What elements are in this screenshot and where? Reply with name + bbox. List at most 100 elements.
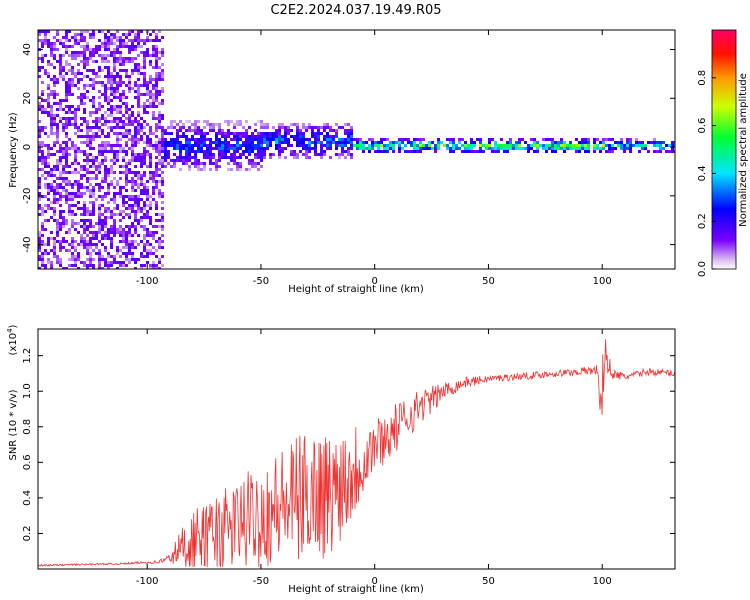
heatmap-cell <box>107 60 110 63</box>
heatmap-cell <box>158 189 161 192</box>
heatmap-cell <box>122 261 125 264</box>
heatmap-cell <box>266 147 269 150</box>
heatmap-cell <box>68 78 71 81</box>
heatmap-cell <box>38 183 41 186</box>
heatmap-cell <box>113 258 116 261</box>
heatmap-cell <box>104 225 107 228</box>
heatmap-cell <box>98 168 101 171</box>
heatmap-cell <box>248 162 251 165</box>
heatmap-cell <box>149 243 152 246</box>
heatmap-cell <box>68 228 71 231</box>
heatmap-cell <box>251 141 254 144</box>
heatmap-cell <box>110 246 113 249</box>
heatmap-cell <box>137 183 140 186</box>
heatmap-cell <box>221 147 224 150</box>
heatmap-cell <box>152 180 155 183</box>
heatmap-cell <box>146 144 149 147</box>
heatmap-cell <box>152 225 155 228</box>
heatmap-cell <box>659 141 662 144</box>
heatmap-cell <box>158 123 161 126</box>
heatmap-cell <box>92 102 95 105</box>
heatmap-cell <box>509 147 512 150</box>
heatmap-cell <box>605 144 608 147</box>
heatmap-cell <box>602 147 605 150</box>
heatmap-cell <box>314 153 317 156</box>
heatmap-cell <box>185 159 188 162</box>
heatmap-cell <box>155 207 158 210</box>
heatmap-cell <box>209 162 212 165</box>
heatmap-cell <box>176 156 179 159</box>
heatmap-cell <box>239 153 242 156</box>
heatmap-cell <box>500 144 503 147</box>
heatmap-cell <box>209 147 212 150</box>
heatmap-cell <box>116 87 119 90</box>
heatmap-cell <box>71 195 74 198</box>
heatmap-cell <box>104 96 107 99</box>
heatmap-cell <box>98 147 101 150</box>
heatmap-cell <box>671 150 674 153</box>
heatmap-cell <box>62 150 65 153</box>
heatmap-cell <box>56 165 59 168</box>
heatmap-cell <box>281 123 284 126</box>
heatmap-cell <box>41 126 44 129</box>
heatmap-cell <box>155 81 158 84</box>
heatmap-cell <box>230 156 233 159</box>
heatmap-cell <box>86 258 89 261</box>
heatmap-cell <box>155 129 158 132</box>
heatmap-cell <box>122 132 125 135</box>
heatmap-cell <box>314 147 317 150</box>
heatmap-cell <box>173 141 176 144</box>
heatmap-cell <box>65 99 68 102</box>
heatmap-cell <box>194 120 197 123</box>
heatmap-cell <box>116 60 119 63</box>
heatmap-cell <box>98 264 101 267</box>
heatmap-cell <box>119 234 122 237</box>
heatmap-cell <box>161 69 164 72</box>
heatmap-cell <box>128 33 131 36</box>
heatmap-cell <box>401 141 404 144</box>
heatmap-cell <box>458 147 461 150</box>
heatmap-cell <box>80 150 83 153</box>
heatmap-cell <box>101 57 104 60</box>
heatmap-cell <box>98 66 101 69</box>
heatmap-cell <box>188 129 191 132</box>
heatmap-cell <box>56 201 59 204</box>
heatmap-cell <box>56 258 59 261</box>
heatmap-cell <box>197 159 200 162</box>
heatmap-cell <box>110 33 113 36</box>
heatmap-cell <box>41 225 44 228</box>
heatmap-cell <box>53 81 56 84</box>
y-tick-label: -40 <box>22 236 33 252</box>
heatmap-cell <box>146 39 149 42</box>
heatmap-cell <box>407 141 410 144</box>
heatmap-cell <box>101 123 104 126</box>
heatmap-cell <box>41 60 44 63</box>
heatmap-cell <box>74 264 77 267</box>
heatmap-cell <box>110 126 113 129</box>
heatmap-cell <box>140 39 143 42</box>
heatmap-cell <box>86 252 89 255</box>
heatmap-cell <box>59 258 62 261</box>
heatmap-cell <box>200 147 203 150</box>
heatmap-cell <box>194 153 197 156</box>
heatmap-cell <box>200 168 203 171</box>
heatmap-cell <box>116 135 119 138</box>
heatmap-cell <box>86 96 89 99</box>
heatmap-cell <box>176 147 179 150</box>
heatmap-cell <box>107 228 110 231</box>
heatmap-cell <box>53 252 56 255</box>
heatmap-cell <box>65 222 68 225</box>
heatmap-cell <box>80 51 83 54</box>
heatmap-cell <box>119 186 122 189</box>
heatmap-cell <box>599 147 602 150</box>
heatmap-cell <box>71 93 74 96</box>
heatmap-cell <box>50 183 53 186</box>
heatmap-cell <box>197 147 200 150</box>
heatmap-cell <box>470 144 473 147</box>
heatmap-cell <box>104 261 107 264</box>
heatmap-cell <box>62 177 65 180</box>
heatmap-cell <box>65 144 68 147</box>
heatmap-cell <box>464 147 467 150</box>
heatmap-cell <box>74 183 77 186</box>
heatmap-cell <box>134 66 137 69</box>
